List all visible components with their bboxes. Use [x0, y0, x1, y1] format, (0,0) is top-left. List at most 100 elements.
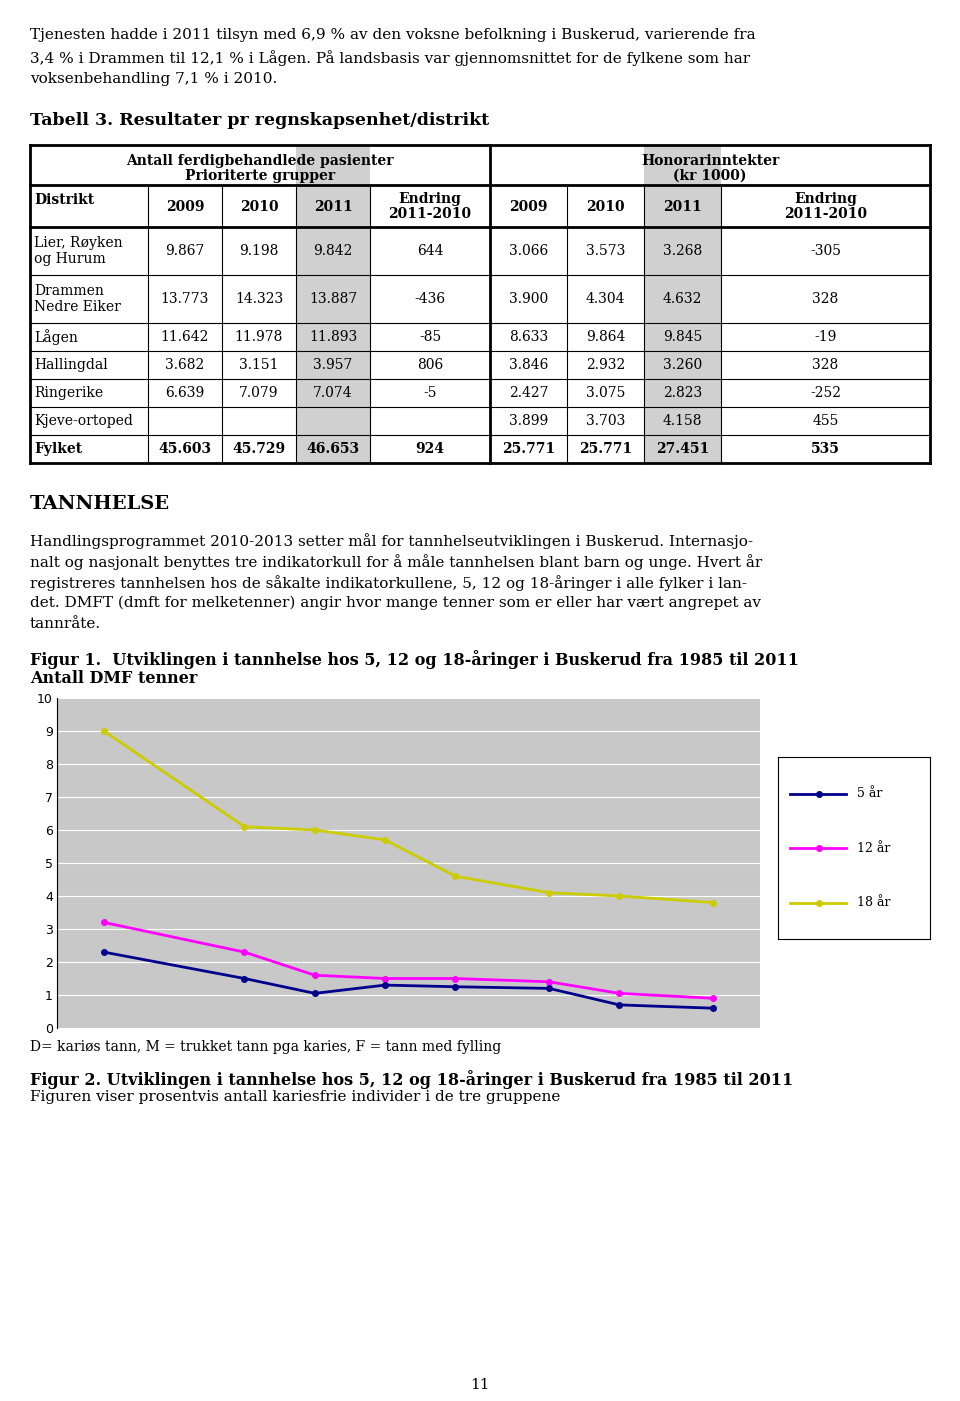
Text: 455: 455	[812, 415, 839, 427]
Text: 11: 11	[470, 1379, 490, 1393]
Bar	[644, 275, 721, 324]
Text: 45.729: 45.729	[232, 441, 285, 455]
Text: 3.703: 3.703	[586, 415, 625, 427]
Text: Figur 2. Utviklingen i tannhelse hos 5, 12 og 18-åringer i Buskerud fra 1985 til: Figur 2. Utviklingen i tannhelse hos 5, …	[30, 1070, 793, 1089]
Text: 2011: 2011	[663, 200, 702, 214]
Text: 3.066: 3.066	[509, 244, 548, 258]
Bar	[644, 408, 721, 434]
Text: Tabell 3. Resultater pr regnskapsenhet/distrikt: Tabell 3. Resultater pr regnskapsenhet/d…	[30, 112, 490, 129]
Text: voksenbehandling 7,1 % i 2010.: voksenbehandling 7,1 % i 2010.	[30, 71, 277, 85]
Bar	[296, 324, 370, 352]
Bar	[296, 275, 370, 324]
Text: Antall ferdigbehandlede pasienter: Antall ferdigbehandlede pasienter	[127, 154, 394, 168]
Text: Figuren viser prosentvis antall kariesfrie individer i de tre gruppene: Figuren viser prosentvis antall kariesfr…	[30, 1090, 561, 1104]
Text: Endring: Endring	[398, 192, 462, 206]
Text: 2.427: 2.427	[509, 387, 548, 401]
Text: 2.932: 2.932	[586, 359, 625, 373]
Text: Handlingsprogrammet 2010-2013 setter mål for tannhelseutviklingen i Buskerud. In: Handlingsprogrammet 2010-2013 setter mål…	[30, 532, 753, 549]
Text: 9.198: 9.198	[239, 244, 278, 258]
Text: 2009: 2009	[509, 200, 548, 214]
Text: 535: 535	[811, 441, 840, 455]
Text: Figur 1.  Utviklingen i tannhelse hos 5, 12 og 18-åringer i Buskerud fra 1985 ti: Figur 1. Utviklingen i tannhelse hos 5, …	[30, 650, 799, 668]
Text: 2011-2010: 2011-2010	[784, 207, 867, 221]
Text: 18 år: 18 år	[857, 897, 891, 909]
Text: tannråte.: tannråte.	[30, 616, 101, 630]
Text: 11.642: 11.642	[161, 331, 209, 345]
Text: 2010: 2010	[587, 200, 625, 214]
Bar	[296, 185, 370, 227]
Text: Kjeve-ortoped: Kjeve-ortoped	[34, 415, 132, 427]
Text: Lier, Røyken: Lier, Røyken	[34, 235, 123, 249]
Bar	[644, 185, 721, 227]
Text: -252: -252	[810, 387, 841, 401]
Text: 4.304: 4.304	[586, 291, 625, 305]
Text: 9.867: 9.867	[165, 244, 204, 258]
Text: Lågen: Lågen	[34, 329, 78, 345]
Text: registreres tannhelsen hos de såkalte indikatorkullene, 5, 12 og 18-åringer i al: registreres tannhelsen hos de såkalte in…	[30, 574, 747, 591]
Text: Antall DMF tenner: Antall DMF tenner	[30, 670, 198, 686]
Text: 2011-2010: 2011-2010	[389, 207, 471, 221]
Bar	[644, 434, 721, 462]
Text: 4.632: 4.632	[662, 291, 702, 305]
Text: 3.075: 3.075	[586, 387, 625, 401]
Text: 25.771: 25.771	[579, 441, 632, 455]
Text: 2010: 2010	[240, 200, 278, 214]
Text: -85: -85	[419, 331, 442, 345]
Text: Honorarinntekter: Honorarinntekter	[641, 154, 780, 168]
Text: -305: -305	[810, 244, 841, 258]
Text: 3.846: 3.846	[509, 359, 548, 373]
Text: -5: -5	[423, 387, 437, 401]
Text: 4.158: 4.158	[662, 415, 703, 427]
Text: 14.323: 14.323	[235, 291, 283, 305]
Text: 27.451: 27.451	[656, 441, 709, 455]
Text: 7.074: 7.074	[313, 387, 353, 401]
Bar	[296, 227, 370, 275]
Bar	[296, 434, 370, 462]
Text: 9.864: 9.864	[586, 331, 625, 345]
Text: 2011: 2011	[314, 200, 352, 214]
Bar	[644, 324, 721, 352]
Text: -436: -436	[415, 291, 445, 305]
Text: 3.957: 3.957	[313, 359, 352, 373]
Text: 3.899: 3.899	[509, 415, 548, 427]
Text: 644: 644	[417, 244, 444, 258]
Text: 3,4 % i Drammen til 12,1 % i Lågen. På landsbasis var gjennomsnittet for de fylk: 3,4 % i Drammen til 12,1 % i Lågen. På l…	[30, 50, 750, 66]
Text: Tjenesten hadde i 2011 tilsyn med 6,9 % av den voksne befolkning i Buskerud, var: Tjenesten hadde i 2011 tilsyn med 6,9 % …	[30, 28, 756, 42]
Bar	[644, 352, 721, 380]
Text: 46.653: 46.653	[306, 441, 360, 455]
Text: 3.260: 3.260	[662, 359, 702, 373]
Text: Fylket: Fylket	[34, 441, 83, 455]
Text: 6.639: 6.639	[165, 387, 204, 401]
Text: 328: 328	[812, 359, 839, 373]
Text: 924: 924	[416, 441, 444, 455]
Text: Distrikt: Distrikt	[34, 193, 94, 207]
Bar	[296, 380, 370, 408]
Text: 11.893: 11.893	[309, 331, 357, 345]
Text: nalt og nasjonalt benyttes tre indikatorkull for å måle tannhelsen blant barn og: nalt og nasjonalt benyttes tre indikator…	[30, 553, 762, 570]
Text: Ringerike: Ringerike	[34, 387, 103, 401]
Text: Prioriterte grupper: Prioriterte grupper	[185, 170, 335, 184]
Text: 25.771: 25.771	[502, 441, 555, 455]
Text: D= kariøs tann, M = trukket tann pga karies, F = tann med fylling: D= kariøs tann, M = trukket tann pga kar…	[30, 1040, 501, 1054]
Text: 9.842: 9.842	[313, 244, 352, 258]
Text: Hallingdal: Hallingdal	[34, 359, 108, 373]
Text: 3.151: 3.151	[239, 359, 278, 373]
Text: 3.682: 3.682	[165, 359, 204, 373]
Text: 11.978: 11.978	[235, 331, 283, 345]
Text: 9.845: 9.845	[662, 331, 702, 345]
Text: 12 år: 12 år	[857, 842, 891, 855]
Text: Nedre Eiker: Nedre Eiker	[34, 300, 121, 314]
Text: 8.633: 8.633	[509, 331, 548, 345]
Bar	[296, 408, 370, 434]
Text: 7.079: 7.079	[239, 387, 278, 401]
Text: Endring: Endring	[794, 192, 857, 206]
Text: -19: -19	[814, 331, 837, 345]
Bar	[296, 352, 370, 380]
Text: 5 år: 5 år	[857, 787, 882, 800]
Text: 13.773: 13.773	[161, 291, 209, 305]
Bar	[644, 144, 721, 185]
Text: (kr 1000): (kr 1000)	[673, 170, 747, 184]
Text: og Hurum: og Hurum	[34, 252, 106, 266]
Text: 2.823: 2.823	[662, 387, 702, 401]
Text: 45.603: 45.603	[158, 441, 211, 455]
